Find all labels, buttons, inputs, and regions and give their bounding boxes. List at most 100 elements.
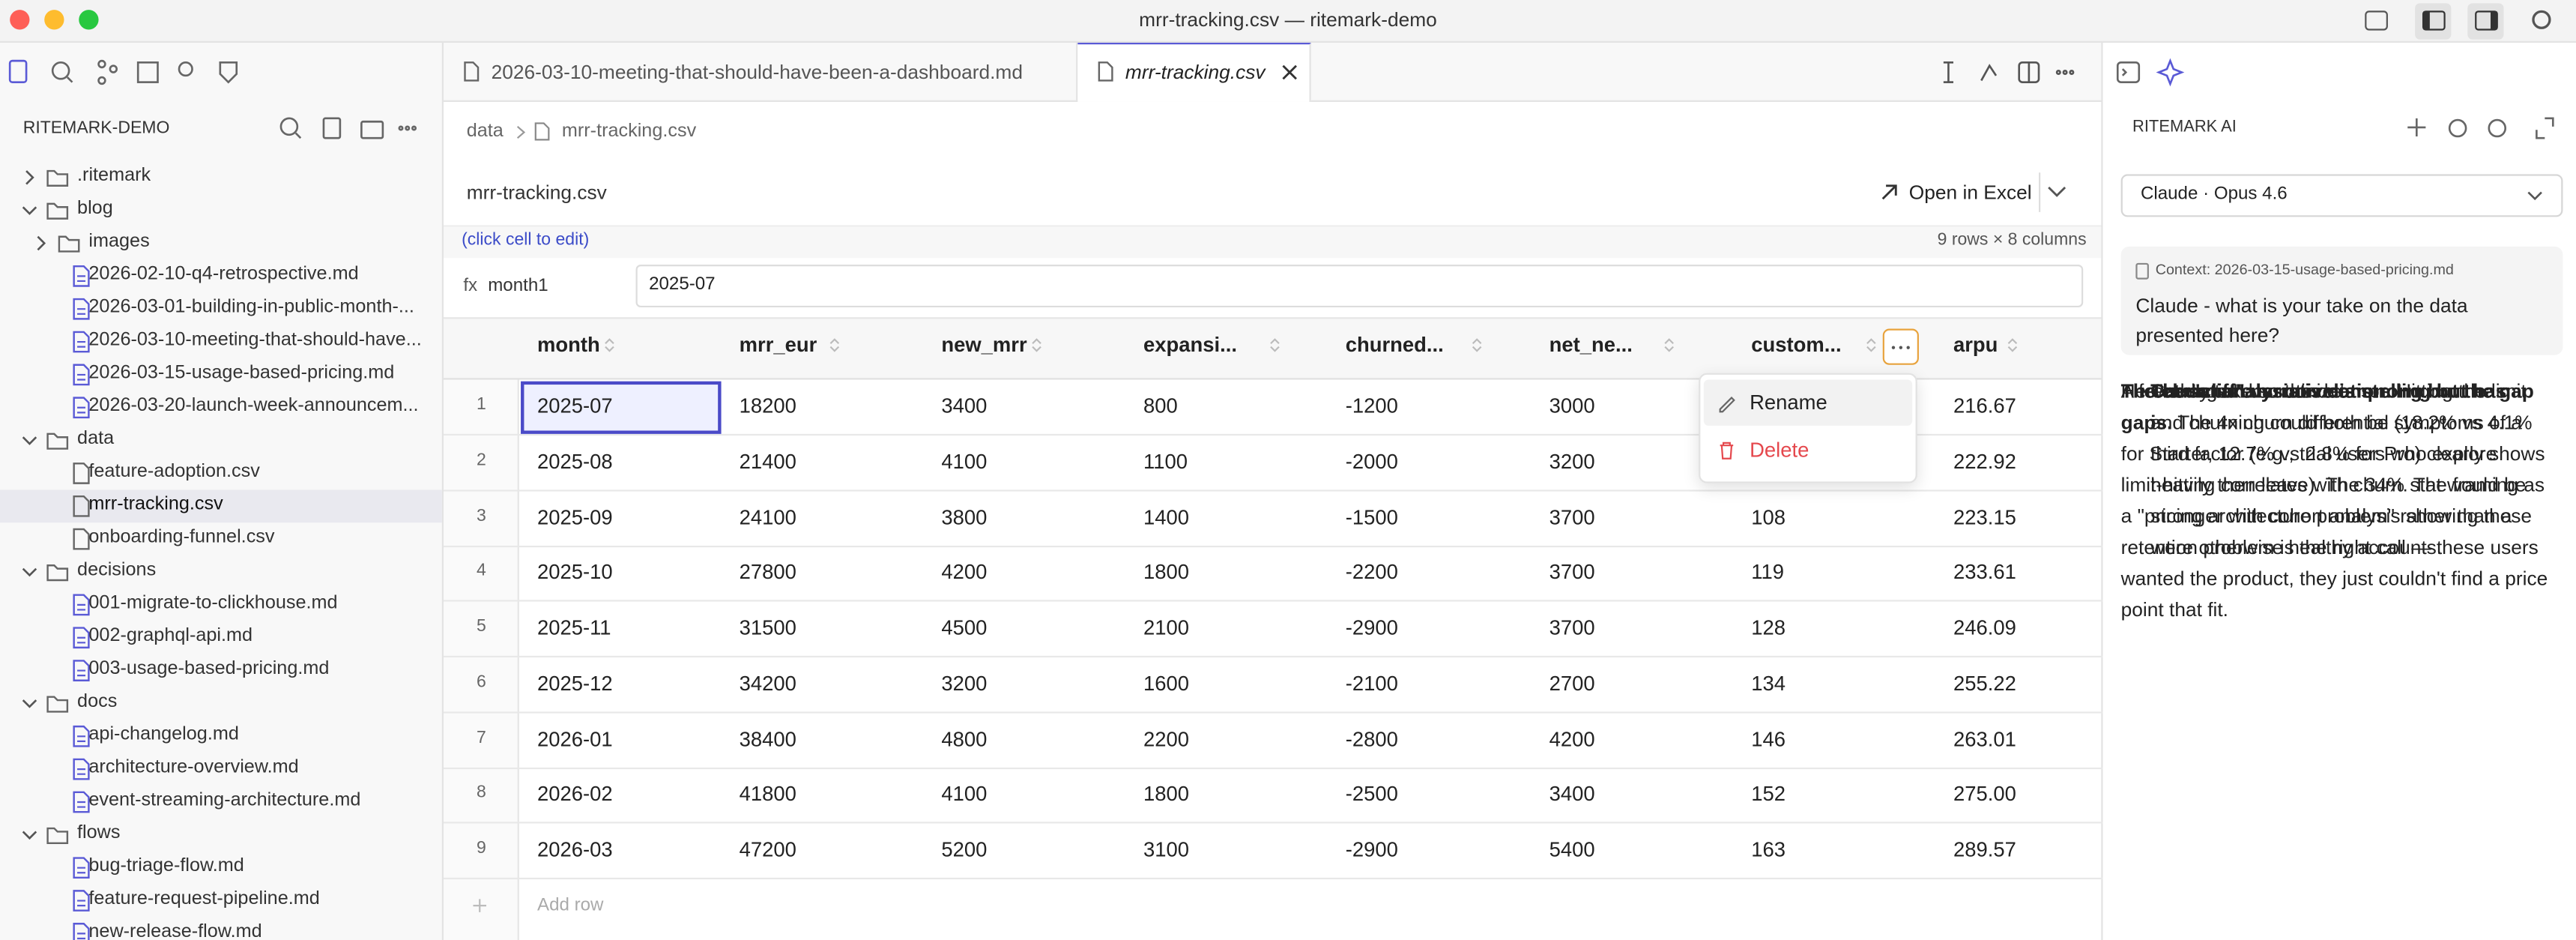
folder-label[interactable]: blog [77,199,113,219]
file-label[interactable]: 2026-03-01-building-in-public-month-... [88,297,414,318]
table-cell[interactable]: 2025-09 [536,505,613,528]
add-row[interactable]: Add row [536,895,604,915]
table-cell[interactable]: 2025-12 [536,672,613,695]
menu-item[interactable]: Delete [1750,439,1809,463]
explorer-actions[interactable] [279,117,427,140]
table-cell[interactable]: 4100 [941,783,988,806]
title-bar-icons[interactable] [2365,3,2563,40]
table-cell[interactable]: 1400 [1143,505,1190,528]
traffic-lights[interactable] [0,0,115,43]
table-cell[interactable]: 5200 [941,838,988,861]
folder-label[interactable]: data [77,429,115,449]
table-cell[interactable]: 3400 [1549,783,1595,806]
table-cell[interactable]: 3700 [1549,505,1595,528]
menu-item[interactable]: Rename [1750,391,1827,415]
file-label[interactable]: 2026-03-20-launch-week-announcem... [88,396,419,416]
table-cell[interactable]: 263.01 [1953,727,2016,750]
panel-icons[interactable] [2116,58,2185,87]
table-cell[interactable]: -2800 [1345,727,1398,750]
table-cell[interactable]: 2100 [1143,616,1190,639]
formula-input[interactable] [635,265,2084,308]
table-cell[interactable]: 223.15 [1953,505,2016,528]
table-cell[interactable]: 18200 [739,394,796,418]
table-cell[interactable]: 34200 [739,672,796,695]
folder-label[interactable]: docs [77,692,118,712]
activity-icons[interactable] [7,59,253,85]
table-cell[interactable]: 1800 [1143,783,1190,806]
table-cell[interactable]: 3100 [1143,838,1190,861]
table-cell[interactable]: 152 [1751,783,1786,806]
tab[interactable] [444,43,1078,102]
table-cell[interactable]: -1500 [1345,505,1398,528]
table-cell[interactable]: 146 [1751,727,1786,750]
file-label[interactable]: onboarding-funnel.csv [88,527,275,548]
table-cell[interactable]: 3700 [1549,561,1595,584]
table-cell[interactable]: 3700 [1549,616,1595,639]
file-label[interactable]: 2026-02-10-q4-retrospective.md [88,265,359,285]
table-cell[interactable]: 2700 [1549,672,1595,695]
folder-label[interactable]: images [88,232,150,252]
table-cell[interactable]: 21400 [739,450,796,473]
table-cell[interactable]: 1600 [1143,672,1190,695]
file-label[interactable]: bug-triage-flow.md [88,856,244,876]
table-cell[interactable]: -2500 [1345,783,1398,806]
table-cell[interactable]: 128 [1751,616,1786,639]
table-cell[interactable]: 3400 [941,394,988,418]
table-cell[interactable]: 246.09 [1953,616,2016,639]
table-cell[interactable]: 800 [1143,394,1178,418]
table-cell[interactable]: 4100 [941,450,988,473]
table-cell[interactable]: 41800 [739,783,796,806]
table-cell[interactable]: -2200 [1345,561,1398,584]
table-cell[interactable]: 255.22 [1953,672,2016,695]
tab[interactable] [1077,43,1311,102]
table-cell[interactable]: 1100 [1143,450,1188,473]
table-cell[interactable]: 2025-10 [536,561,613,584]
file-label[interactable]: feature-adoption.csv [88,462,260,482]
table-cell[interactable]: 4200 [941,561,988,584]
table-cell[interactable]: 2025-08 [536,450,613,473]
table-cell[interactable]: 24100 [739,505,796,528]
table-cell[interactable]: 108 [1751,505,1786,528]
table-cell[interactable]: 275.00 [1953,783,2016,806]
table-cell[interactable]: 2026-01 [536,727,613,750]
table-cell[interactable]: 38400 [739,727,796,750]
table-cell[interactable]: 4200 [1549,727,1595,750]
table-cell[interactable]: -2900 [1345,616,1398,639]
table-cell[interactable]: 5400 [1549,838,1595,861]
table-cell[interactable]: 4500 [941,616,988,639]
table-cell[interactable]: 222.92 [1953,450,2016,473]
table-cell[interactable]: 2025-07 [536,394,613,418]
table-cell[interactable]: -2000 [1345,450,1398,473]
table-cell[interactable]: 2200 [1143,727,1190,750]
file-label[interactable]: 2026-03-15-usage-based-pricing.md [88,363,395,383]
table-cell[interactable]: -2100 [1345,672,1398,695]
dropdown-chevron[interactable] [2047,186,2066,199]
folder-label[interactable]: flows [77,823,121,843]
table-cell[interactable]: 31500 [739,616,796,639]
file-label[interactable]: 001-migrate-to-clickhouse.md [88,593,338,613]
table-cell[interactable]: 3200 [1549,450,1595,473]
file-label[interactable]: api-changelog.md [88,724,239,745]
table-cell[interactable]: 2026-02 [536,783,613,806]
table-cell[interactable]: -2900 [1345,838,1398,861]
file-label[interactable]: feature-request-pipeline.md [88,889,320,909]
file-label[interactable]: 003-usage-based-pricing.md [88,659,330,679]
table-cell[interactable]: -1200 [1345,394,1398,418]
file-label[interactable]: 2026-03-10-meeting-that-should-have... [88,330,422,351]
table-cell[interactable]: 2026-03 [536,838,613,861]
table-cell[interactable]: 233.61 [1953,561,2016,584]
editor-actions[interactable] [1938,61,2086,84]
table-cell[interactable]: 216.67 [1953,394,2016,418]
file-label[interactable]: architecture-overview.md [88,757,299,778]
table-cell[interactable]: 4800 [941,727,988,750]
file-label[interactable]: mrr-tracking.csv [88,494,223,515]
table-cell[interactable]: 289.57 [1953,838,2016,861]
table-cell[interactable]: 163 [1751,838,1786,861]
file-label[interactable]: new-release-flow.md [88,922,262,940]
table-cell[interactable]: 27800 [739,561,796,584]
folder-label[interactable]: .ritemark [77,166,151,186]
folder-label[interactable]: decisions [77,560,157,580]
open-in-excel-button[interactable]: Open in Excel [1908,181,2032,204]
table-cell[interactable]: 134 [1751,672,1786,695]
table-cell[interactable]: 3800 [941,505,988,528]
